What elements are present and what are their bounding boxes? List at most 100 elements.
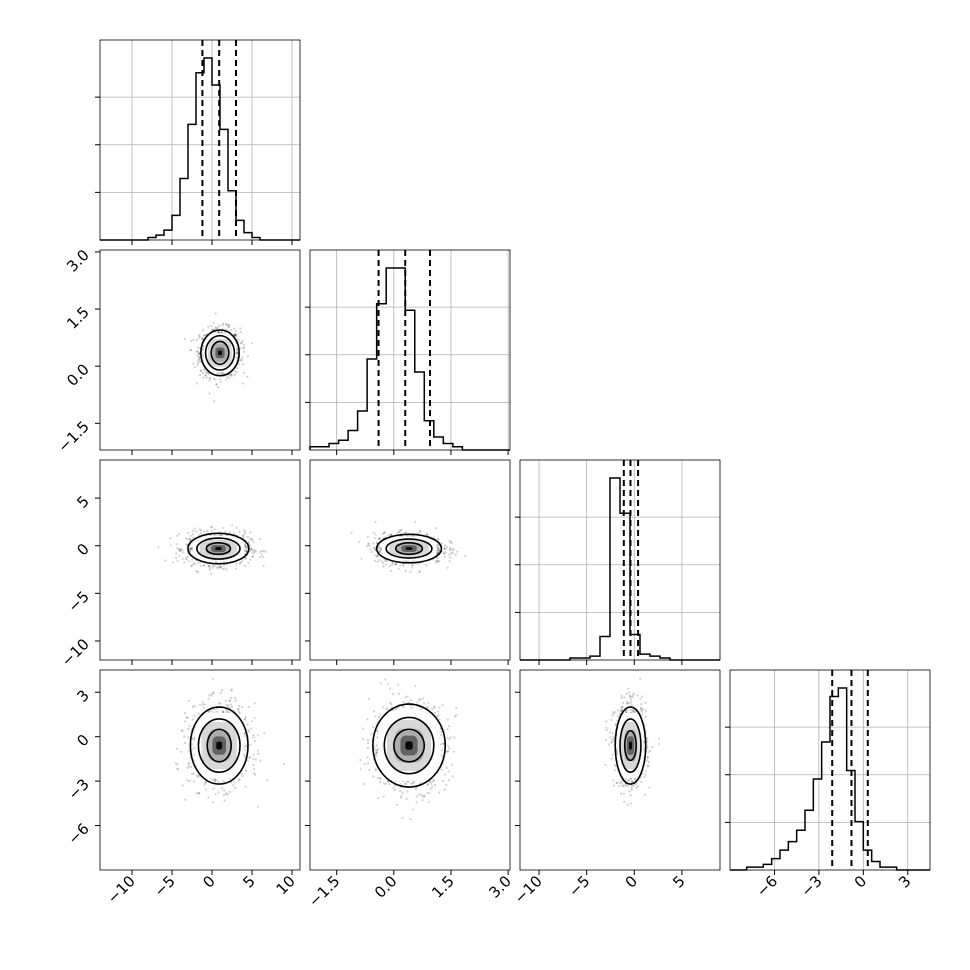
scatter-point — [190, 564, 193, 568]
scatter-point — [377, 715, 380, 719]
scatter-point — [237, 710, 241, 713]
scatter-point — [235, 526, 238, 529]
scatter-point — [384, 559, 387, 562]
scatter-point — [178, 554, 181, 558]
scatter-point — [191, 564, 194, 567]
scatter-point — [198, 352, 201, 355]
scatter-point — [210, 572, 213, 575]
scatter-point — [202, 564, 206, 567]
scatter-point — [418, 570, 421, 573]
panel-frame — [309, 249, 511, 451]
scatter-point — [422, 702, 426, 705]
scatter-point — [252, 736, 255, 739]
scatter-point — [399, 528, 402, 532]
scatter-point — [404, 531, 408, 534]
scatter-point — [235, 562, 238, 565]
scatter-point — [222, 526, 225, 530]
scatter-point — [215, 566, 218, 569]
scatter-point — [247, 705, 250, 709]
scatter-point — [230, 373, 233, 376]
scatter-point — [243, 732, 246, 735]
scatter-point — [245, 556, 248, 560]
scatter-point — [242, 536, 245, 540]
scatter-point — [436, 546, 439, 549]
scatter-point — [447, 750, 450, 753]
scatter-point — [196, 775, 199, 778]
scatter-point — [432, 780, 435, 783]
scatter-point — [246, 375, 249, 378]
scatter-point — [197, 533, 201, 537]
scatter-point — [242, 347, 245, 350]
scatter-point — [635, 786, 638, 789]
scatter-point — [372, 546, 375, 549]
scatter-point — [211, 778, 214, 781]
density-cell — [218, 350, 222, 356]
scatter-point — [198, 335, 201, 338]
scatter-point — [605, 728, 608, 732]
scatter-point — [362, 737, 365, 741]
scatter-point — [256, 805, 260, 808]
scatter-point — [454, 553, 457, 556]
scatter-point — [410, 566, 413, 569]
scatter-point — [439, 733, 443, 737]
scatter-point — [252, 753, 255, 756]
scatter-point — [405, 797, 408, 800]
scatter-point — [394, 563, 397, 566]
panel-frame — [99, 459, 301, 661]
scatter-point — [211, 801, 215, 804]
scatter-point — [379, 776, 382, 780]
scatter-point — [251, 720, 254, 723]
scatter-point — [423, 794, 426, 797]
scatter-point — [451, 551, 454, 555]
scatter-point — [250, 547, 253, 550]
scatter-point — [221, 711, 225, 714]
scatter-point — [218, 702, 221, 705]
scatter-point — [433, 711, 437, 714]
scatter-point — [256, 749, 260, 752]
scatter-point — [374, 752, 377, 755]
scatter-point — [238, 778, 241, 781]
scatter-point — [410, 706, 413, 709]
scatter-point — [237, 338, 240, 341]
scatter-point — [632, 708, 635, 712]
scatter-point — [217, 331, 220, 334]
scatter-point — [627, 779, 630, 782]
scatter-point — [179, 549, 182, 552]
scatter-point — [193, 527, 196, 530]
scatter-point — [415, 801, 418, 804]
scatter-point — [189, 348, 192, 352]
scatter-point — [214, 793, 217, 796]
scatter-point — [237, 779, 241, 782]
scatter-point — [185, 716, 189, 719]
scatter-point — [425, 564, 428, 567]
scatter-point — [183, 561, 186, 564]
scatter-point — [241, 363, 245, 366]
scatter-point — [403, 782, 407, 785]
scatter-point — [199, 369, 202, 372]
scatter-point — [427, 782, 430, 786]
scatter-point — [233, 696, 236, 699]
scatter-point — [437, 548, 440, 552]
density-cell — [405, 547, 413, 551]
scatter-point — [628, 694, 631, 697]
scatter-point — [226, 375, 229, 379]
scatter-point — [388, 565, 391, 568]
scatter-point — [609, 731, 612, 734]
scatter-point — [372, 531, 375, 534]
scatter-point — [231, 524, 234, 527]
scatter-point — [617, 709, 620, 712]
scatter-point — [229, 790, 232, 794]
scatter-point — [401, 816, 404, 819]
contour-line — [372, 703, 447, 788]
scatter-point — [433, 706, 436, 709]
scatter-point — [374, 520, 377, 523]
scatter-point — [233, 327, 236, 330]
hist-panel-2 — [515, 459, 721, 661]
scatter-point — [612, 784, 615, 787]
scatter-point — [249, 547, 252, 551]
scatter-point — [201, 336, 204, 339]
scatter-point — [195, 792, 198, 795]
scatter-point — [438, 706, 441, 709]
scatter-point — [222, 780, 225, 783]
scatter-point — [443, 547, 446, 550]
